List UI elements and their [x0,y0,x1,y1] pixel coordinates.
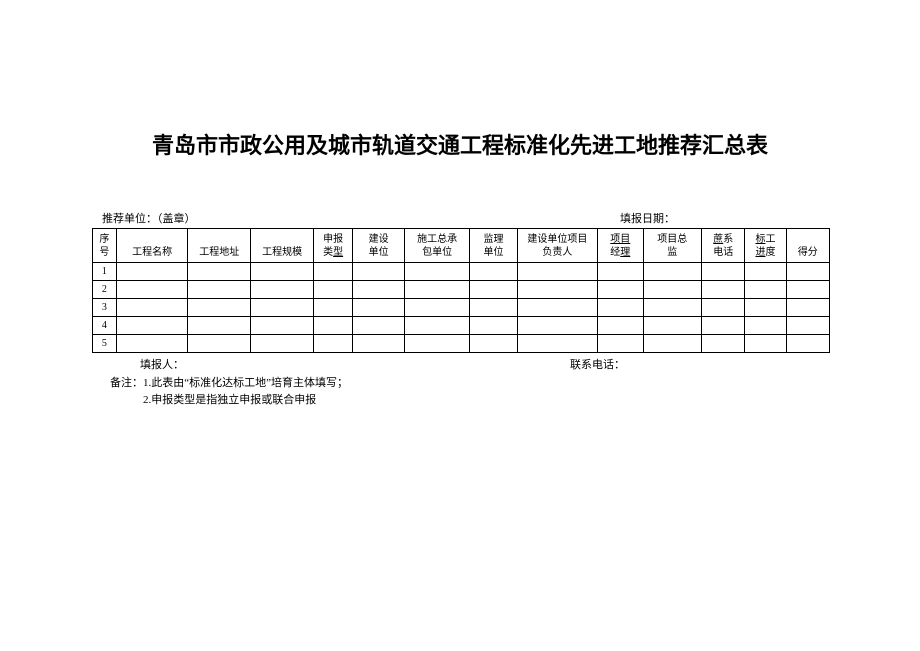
meta-row: 推荐单位：（盖章） 填报日期： [0,210,920,228]
col-header-project-name: 工程名称 [116,229,188,263]
col-header-score: 得分 [786,229,829,263]
row-number: 1 [93,263,117,281]
col-header-apply-type: 申报类型 [314,229,353,263]
row-number: 2 [93,281,117,299]
recommend-unit-label: 推荐单位：（盖章） [102,210,620,226]
col-header-progress: 标工进度 [745,229,786,263]
note-line-1: 备注：1.此表由“标准化达标工地”培育主体填写； [110,375,920,392]
note-line-2: 2.申报类型是指独立申报或联合申报 [110,392,920,409]
col-header-contractor: 施工总承包单位 [405,229,470,263]
table-body: 1 2 3 4 5 [93,263,830,353]
notes-block: 备注：1.此表由“标准化达标工地”培育主体填写； 2.申报类型是指独立申报或联合… [0,372,920,408]
col-header-seq: 序号 [93,229,117,263]
summary-table: 序号 工程名称 工程地址 工程规模 申报类型 建设单位 施工总承包单位 监理单位… [92,228,830,353]
row-number: 4 [93,317,117,335]
document-title: 青岛市市政公用及城市轨道交通工程标准化先进工地推荐汇总表 [0,0,920,210]
report-date-label: 填报日期： [620,210,820,226]
col-header-contact-phone: 蔗系电话 [702,229,745,263]
table-container: 序号 工程名称 工程地址 工程规模 申报类型 建设单位 施工总承包单位 监理单位… [0,228,920,353]
row-number: 3 [93,299,117,317]
col-header-project-leader: 建设单位项目负责人 [517,229,597,263]
table-row: 3 [93,299,830,317]
footer-row: 填报人： 联系电话： [0,353,920,372]
header-row: 序号 工程名称 工程地址 工程规模 申报类型 建设单位 施工总承包单位 监理单位… [93,229,830,263]
contact-phone-label: 联系电话： [570,356,770,372]
table-row: 5 [93,335,830,353]
table-row: 4 [93,317,830,335]
row-number: 5 [93,335,117,353]
reporter-label: 填报人： [140,356,570,372]
col-header-project-manager: 项目经理 [598,229,644,263]
col-header-supervision-unit: 监理单位 [470,229,518,263]
col-header-project-scale: 工程规模 [251,229,314,263]
table-row: 2 [93,281,830,299]
col-header-project-address: 工程地址 [188,229,251,263]
table-row: 1 [93,263,830,281]
col-header-construction-unit: 建设单位 [353,229,405,263]
col-header-chief-supervisor: 项目总监 [643,229,702,263]
